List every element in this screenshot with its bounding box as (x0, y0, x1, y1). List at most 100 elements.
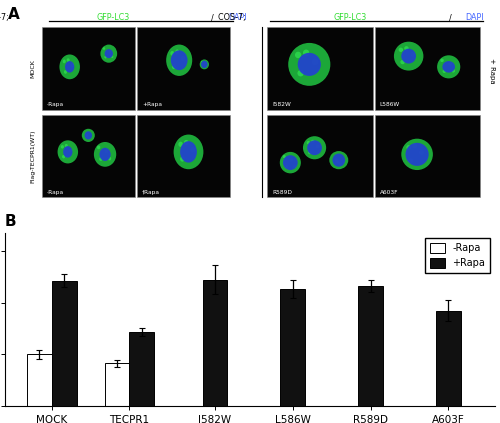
Ellipse shape (398, 48, 403, 52)
Ellipse shape (170, 51, 174, 56)
Ellipse shape (108, 50, 111, 53)
Text: R589D: R589D (272, 190, 292, 195)
Bar (138, 27, 230, 110)
Ellipse shape (298, 70, 304, 77)
Bar (202, 280, 228, 406)
Ellipse shape (402, 139, 433, 170)
Text: + Rapa: + Rapa (488, 58, 494, 84)
Ellipse shape (404, 46, 408, 50)
Bar (104, 363, 130, 406)
Ellipse shape (394, 42, 424, 71)
Bar (436, 310, 461, 406)
Ellipse shape (108, 157, 111, 160)
Ellipse shape (172, 64, 176, 69)
Ellipse shape (412, 143, 417, 148)
Ellipse shape (312, 59, 318, 65)
Text: -Rapa: -Rapa (46, 102, 64, 107)
Ellipse shape (63, 146, 72, 158)
Ellipse shape (184, 140, 188, 145)
Ellipse shape (201, 60, 207, 68)
Ellipse shape (293, 165, 296, 168)
Ellipse shape (442, 69, 446, 73)
Ellipse shape (62, 155, 65, 158)
Text: COS-7;: COS-7; (0, 13, 11, 22)
Ellipse shape (330, 151, 348, 169)
Bar (267, 115, 372, 197)
Bar (280, 289, 305, 406)
Ellipse shape (181, 56, 185, 61)
Text: I582W: I582W (272, 102, 291, 107)
Text: DAPI: DAPI (228, 13, 246, 22)
Ellipse shape (58, 140, 78, 163)
Ellipse shape (100, 148, 110, 161)
Text: DAPI: DAPI (466, 13, 484, 22)
Ellipse shape (406, 145, 411, 150)
Text: GFP-LC3: GFP-LC3 (96, 13, 130, 22)
Ellipse shape (180, 157, 184, 162)
Text: -Rapa: -Rapa (46, 190, 64, 195)
Ellipse shape (88, 137, 90, 139)
Ellipse shape (410, 52, 415, 57)
Bar (375, 115, 480, 197)
Text: A603F: A603F (380, 190, 398, 195)
Ellipse shape (402, 49, 416, 63)
Ellipse shape (64, 70, 67, 74)
Bar (375, 27, 480, 110)
Ellipse shape (419, 150, 424, 155)
Bar (130, 332, 154, 406)
Ellipse shape (97, 146, 100, 149)
Text: MOCK: MOCK (31, 59, 36, 78)
Ellipse shape (190, 147, 195, 152)
Text: A: A (8, 7, 19, 22)
Ellipse shape (69, 149, 72, 152)
Ellipse shape (336, 161, 340, 164)
Text: †Rapa: †Rapa (142, 190, 160, 195)
Ellipse shape (86, 135, 87, 137)
Ellipse shape (176, 49, 179, 54)
Ellipse shape (166, 44, 192, 76)
Text: COS-7;: COS-7; (218, 13, 248, 22)
Ellipse shape (201, 61, 202, 62)
Ellipse shape (200, 59, 209, 69)
Ellipse shape (437, 55, 460, 78)
Ellipse shape (440, 59, 444, 62)
Bar (267, 27, 372, 110)
Ellipse shape (104, 56, 107, 58)
Ellipse shape (316, 145, 320, 148)
Ellipse shape (311, 140, 314, 143)
Ellipse shape (104, 49, 113, 58)
Ellipse shape (303, 49, 310, 56)
Ellipse shape (335, 160, 338, 163)
Ellipse shape (71, 63, 74, 67)
Ellipse shape (104, 149, 108, 153)
Ellipse shape (66, 58, 70, 62)
Ellipse shape (408, 159, 413, 163)
Ellipse shape (295, 52, 302, 58)
Ellipse shape (206, 65, 207, 67)
Bar (42, 27, 135, 110)
Ellipse shape (99, 157, 102, 161)
Ellipse shape (84, 131, 92, 140)
Text: L586W: L586W (380, 102, 400, 107)
Ellipse shape (406, 143, 428, 166)
Ellipse shape (100, 44, 117, 63)
Ellipse shape (280, 152, 301, 173)
Text: /: / (212, 13, 214, 22)
Ellipse shape (178, 142, 183, 147)
Text: Flag-TECPR1(WT): Flag-TECPR1(WT) (31, 129, 36, 183)
Ellipse shape (202, 66, 203, 67)
Ellipse shape (283, 155, 298, 170)
Ellipse shape (102, 47, 105, 50)
Ellipse shape (64, 144, 68, 147)
Text: /: / (449, 13, 452, 22)
Bar (42, 115, 135, 197)
Ellipse shape (452, 69, 455, 73)
Bar (358, 286, 383, 406)
Ellipse shape (290, 158, 293, 162)
Ellipse shape (338, 163, 342, 165)
Ellipse shape (442, 61, 455, 73)
Ellipse shape (180, 141, 197, 162)
Ellipse shape (174, 135, 204, 169)
Ellipse shape (82, 129, 95, 142)
Ellipse shape (303, 136, 326, 159)
